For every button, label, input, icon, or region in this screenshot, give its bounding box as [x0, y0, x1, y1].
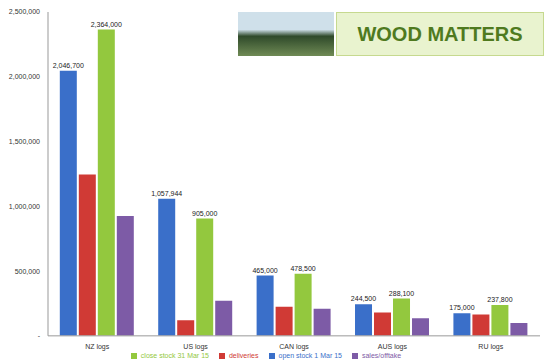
svg-text:905,000: 905,000	[192, 210, 217, 217]
svg-text:237,800: 237,800	[487, 296, 512, 303]
svg-text:500,000: 500,000	[15, 268, 40, 275]
html-text:close stock 31 Mar 15: close stock 31 Mar 15	[140, 351, 209, 359]
svg-text:1,500,000: 1,500,000	[9, 138, 40, 145]
html-text:open stock 1 Mar 15: open stock 1 Mar 15	[278, 351, 342, 359]
svg-text:US logs: US logs	[183, 343, 208, 351]
svg-text:244,500: 244,500	[351, 295, 376, 302]
html-text:WOOD MATTERS: WOOD MATTERS	[357, 22, 523, 45]
svg-text:465,000: 465,000	[252, 267, 277, 274]
svg-text:1,000,000: 1,000,000	[9, 203, 40, 210]
svg-text:2,500,000: 2,500,000	[9, 8, 40, 15]
html-text:sales/offtake: sales/offtake	[362, 351, 402, 359]
svg-text:175,000: 175,000	[449, 304, 474, 311]
svg-text:288,100: 288,100	[389, 290, 414, 297]
svg-text:RU logs: RU logs	[478, 343, 503, 351]
svg-text:1,057,944: 1,057,944	[151, 190, 182, 197]
svg-text:2,000,000: 2,000,000	[9, 73, 40, 80]
svg-text:NZ logs: NZ logs	[85, 343, 110, 351]
svg-text:2,046,700: 2,046,700	[53, 62, 84, 69]
html-text:deliveries: deliveries	[228, 351, 259, 359]
svg-text:AUS logs: AUS logs	[378, 343, 408, 351]
svg-text:2,364,000: 2,364,000	[91, 21, 122, 28]
svg-text:-: -	[38, 332, 41, 339]
svg-text:478,500: 478,500	[290, 265, 315, 272]
svg-text:CAN logs: CAN logs	[279, 343, 309, 351]
